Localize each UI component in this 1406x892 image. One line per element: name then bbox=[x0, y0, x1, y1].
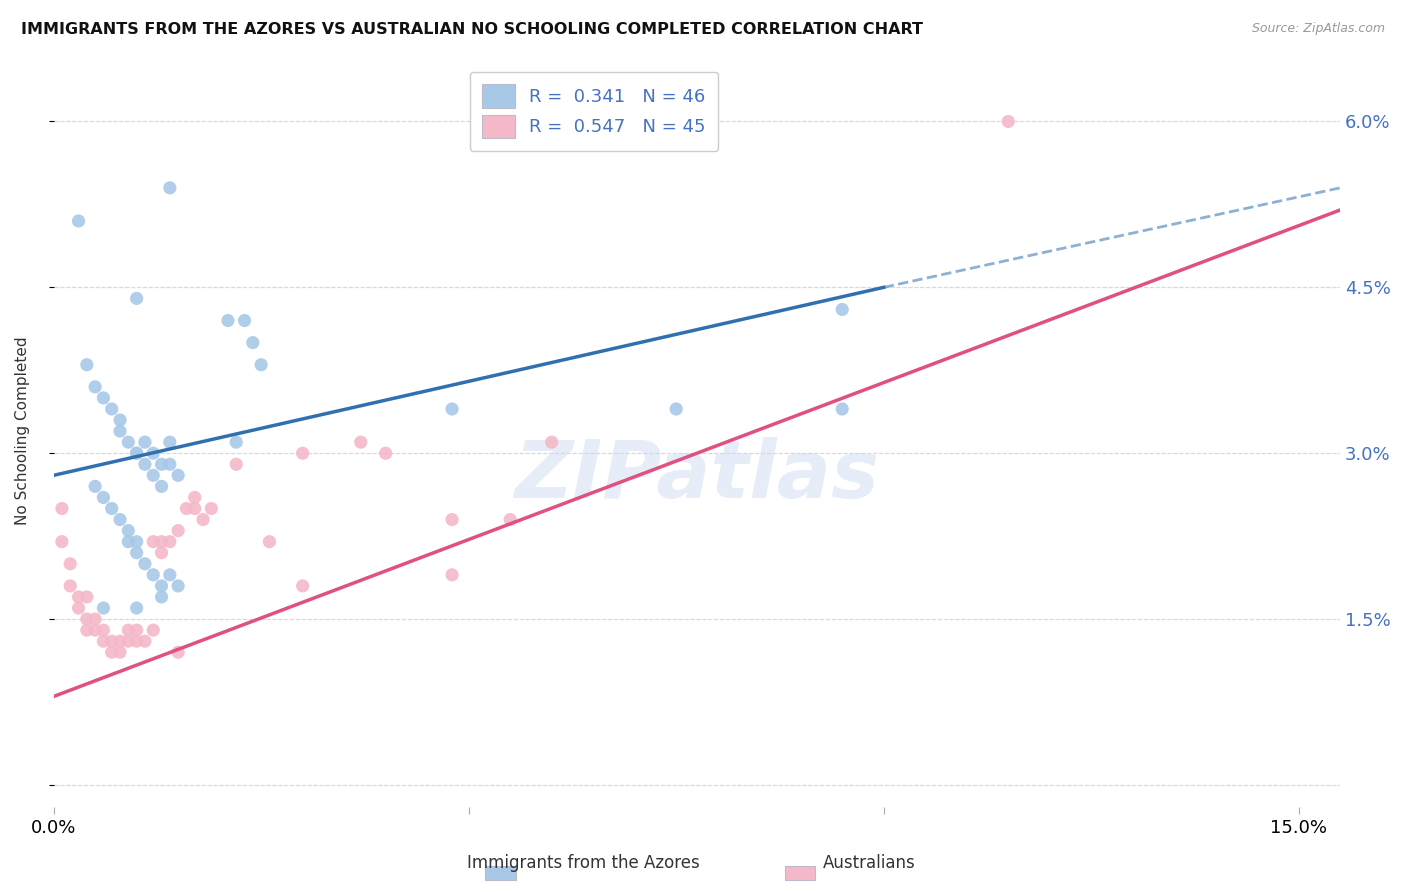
Point bbox=[67, 601, 90, 615]
Point bbox=[233, 313, 256, 327]
Point bbox=[441, 512, 464, 526]
Point bbox=[84, 623, 107, 637]
Point bbox=[125, 634, 148, 648]
Legend: R =  0.341   N = 46, R =  0.547   N = 45: R = 0.341 N = 46, R = 0.547 N = 45 bbox=[470, 71, 718, 151]
Point bbox=[84, 479, 107, 493]
Point bbox=[84, 380, 107, 394]
Point bbox=[167, 468, 190, 483]
Point bbox=[100, 634, 122, 648]
Point bbox=[125, 546, 148, 560]
Point bbox=[142, 534, 165, 549]
Text: Australians: Australians bbox=[823, 855, 915, 872]
Point bbox=[142, 446, 165, 460]
Point bbox=[100, 402, 122, 417]
Point bbox=[108, 645, 131, 659]
Point bbox=[142, 623, 165, 637]
Point bbox=[93, 623, 115, 637]
Point bbox=[108, 634, 131, 648]
Point bbox=[76, 590, 98, 604]
Point bbox=[150, 579, 173, 593]
Point bbox=[540, 435, 562, 450]
Point bbox=[150, 457, 173, 471]
Point bbox=[259, 534, 281, 549]
Point bbox=[159, 567, 181, 582]
Point bbox=[150, 546, 173, 560]
Point bbox=[93, 601, 115, 615]
Point bbox=[142, 567, 165, 582]
Point bbox=[499, 512, 522, 526]
Point bbox=[167, 645, 190, 659]
Point bbox=[117, 524, 139, 538]
Point bbox=[84, 612, 107, 626]
Point bbox=[159, 435, 181, 450]
Point bbox=[291, 579, 314, 593]
Point bbox=[125, 534, 148, 549]
Point bbox=[997, 114, 1019, 128]
Text: Immigrants from the Azores: Immigrants from the Azores bbox=[467, 855, 700, 872]
Point bbox=[76, 623, 98, 637]
Point bbox=[200, 501, 222, 516]
Point bbox=[125, 446, 148, 460]
Point bbox=[183, 491, 205, 505]
Point bbox=[59, 557, 82, 571]
Point bbox=[176, 501, 198, 516]
Point bbox=[134, 435, 156, 450]
Point bbox=[108, 424, 131, 438]
Point bbox=[167, 579, 190, 593]
Point bbox=[125, 601, 148, 615]
Point bbox=[117, 435, 139, 450]
Point bbox=[51, 534, 73, 549]
Point bbox=[159, 181, 181, 195]
Y-axis label: No Schooling Completed: No Schooling Completed bbox=[15, 337, 30, 525]
Point bbox=[100, 645, 122, 659]
Point bbox=[134, 557, 156, 571]
Point bbox=[831, 402, 853, 417]
Point bbox=[117, 534, 139, 549]
Point bbox=[93, 634, 115, 648]
Point bbox=[217, 313, 239, 327]
Point bbox=[183, 501, 205, 516]
Point bbox=[441, 402, 464, 417]
Point bbox=[117, 623, 139, 637]
Point bbox=[142, 468, 165, 483]
Point bbox=[374, 446, 396, 460]
Point bbox=[242, 335, 264, 350]
Point bbox=[59, 579, 82, 593]
Point bbox=[51, 501, 73, 516]
Text: Source: ZipAtlas.com: Source: ZipAtlas.com bbox=[1251, 22, 1385, 36]
Point bbox=[76, 612, 98, 626]
Point bbox=[125, 446, 148, 460]
Point bbox=[150, 479, 173, 493]
Point bbox=[100, 501, 122, 516]
Point bbox=[76, 358, 98, 372]
Point bbox=[225, 435, 247, 450]
Text: ZIPatlas: ZIPatlas bbox=[515, 437, 879, 516]
Point bbox=[93, 491, 115, 505]
Point bbox=[350, 435, 373, 450]
Point bbox=[250, 358, 273, 372]
Point bbox=[108, 413, 131, 427]
Point bbox=[225, 457, 247, 471]
Point bbox=[93, 391, 115, 405]
Point bbox=[831, 302, 853, 317]
Point bbox=[125, 292, 148, 306]
Point bbox=[125, 623, 148, 637]
Point bbox=[291, 446, 314, 460]
Point bbox=[67, 590, 90, 604]
Point bbox=[134, 457, 156, 471]
Point bbox=[441, 567, 464, 582]
Point bbox=[150, 534, 173, 549]
Point bbox=[159, 457, 181, 471]
Point bbox=[191, 512, 214, 526]
Point bbox=[117, 634, 139, 648]
Point bbox=[167, 524, 190, 538]
Point bbox=[134, 634, 156, 648]
Point bbox=[67, 214, 90, 228]
Text: IMMIGRANTS FROM THE AZORES VS AUSTRALIAN NO SCHOOLING COMPLETED CORRELATION CHAR: IMMIGRANTS FROM THE AZORES VS AUSTRALIAN… bbox=[21, 22, 924, 37]
Point bbox=[150, 590, 173, 604]
Point bbox=[108, 512, 131, 526]
Point bbox=[159, 534, 181, 549]
Point bbox=[665, 402, 688, 417]
